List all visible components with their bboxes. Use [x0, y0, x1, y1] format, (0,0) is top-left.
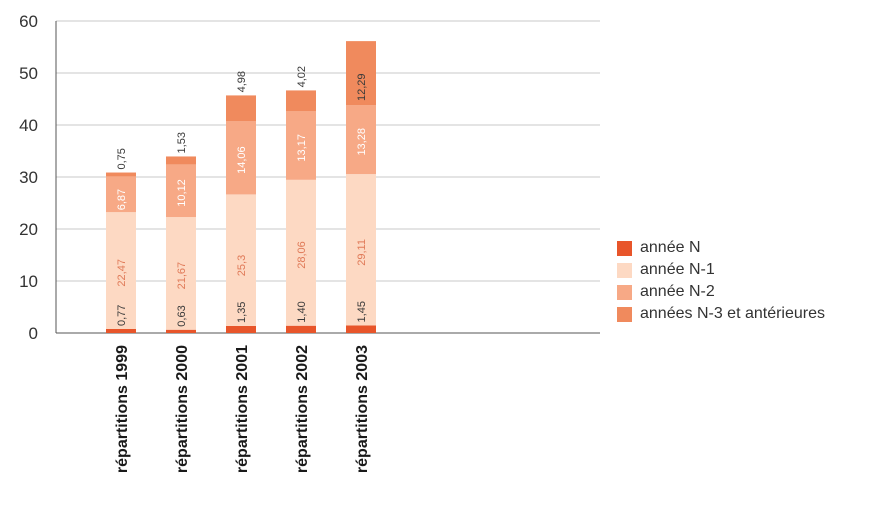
bar-segment: [166, 164, 196, 218]
legend-swatch: [617, 240, 632, 256]
grid-lines: [56, 20, 600, 282]
data-label: 28,06: [296, 241, 308, 269]
x-tick-label: répartitions 2002: [294, 345, 311, 473]
data-label: 22,47: [116, 259, 128, 287]
legend-item: année N-1: [617, 259, 878, 281]
data-label: 10,12: [176, 179, 188, 207]
legend-swatch: [617, 306, 632, 322]
data-label: 25,3: [236, 255, 248, 276]
bar-segment: [346, 41, 376, 106]
data-label: 0,77: [116, 305, 128, 326]
data-label: 0,75: [116, 148, 128, 169]
data-labels: 0,77 22,47 6,87 0,75 0,63 21,67 10,12 1,53 1,35 2…: [116, 66, 368, 327]
legend-label: années N-3 et antérieures: [640, 305, 825, 322]
bar-segment: [286, 90, 316, 112]
x-tick-label: répartitions 1999: [114, 345, 131, 473]
bar-segment: [286, 111, 316, 180]
data-label: 6,87: [116, 189, 128, 210]
bar-segment: [166, 156, 196, 165]
legend-item: année N: [617, 237, 878, 259]
y-axis-ticks: 0 10 20 30 40 50 60: [19, 12, 38, 343]
data-label: 21,67: [176, 262, 188, 290]
y-tick-label: 0: [29, 324, 38, 343]
bar-segment: [106, 212, 136, 329]
y-tick-label: 20: [19, 220, 38, 239]
data-label: 1,40: [296, 301, 308, 322]
bar-segment: [226, 95, 256, 122]
bar-segment: [346, 174, 376, 326]
data-label: 4,02: [296, 66, 308, 87]
y-tick-label: 40: [19, 116, 38, 135]
data-label: 14,06: [236, 146, 248, 174]
data-label: 1,53: [176, 132, 188, 153]
x-tick-label: répartitions 2003: [354, 345, 371, 473]
bar-segment: [346, 105, 376, 175]
y-tick-label: 10: [19, 272, 38, 291]
data-label: 1,45: [356, 301, 368, 322]
y-tick-label: 50: [19, 64, 38, 83]
bar-segment: [346, 325, 376, 333]
bar-segment: [106, 172, 136, 177]
data-label: 12,29: [356, 74, 368, 102]
legend-swatch: [617, 284, 632, 300]
bar-segment: [226, 325, 256, 333]
legend-label: année N: [640, 239, 701, 256]
legend: année N année N-1 année N-2 années N-3 et a…: [617, 237, 878, 325]
x-tick-label: répartitions 2001: [234, 345, 251, 473]
bars: [106, 41, 376, 333]
legend-item: année N-2: [617, 281, 878, 303]
axes: [55, 21, 600, 334]
bar-segment: [166, 217, 196, 330]
y-tick-label: 60: [19, 12, 38, 31]
bar-segment: [226, 194, 256, 326]
data-label: 0,63: [176, 305, 188, 326]
bar-segment: [106, 328, 136, 333]
data-label: 29,11: [356, 239, 368, 266]
bar-segment: [286, 325, 316, 333]
bar-segment: [286, 179, 316, 326]
data-label: 13,17: [296, 134, 308, 162]
y-tick-label: 30: [19, 168, 38, 187]
data-label: 13,28: [356, 128, 368, 156]
legend-item: années N-3 et antérieures: [617, 303, 878, 325]
bar-segment: [106, 176, 136, 213]
x-tick-label: répartitions 2000: [174, 345, 191, 473]
legend-label: année N-2: [640, 283, 715, 300]
bar-segment: [166, 329, 196, 333]
legend-swatch: [617, 262, 632, 278]
x-axis-ticks: répartitions 1999 répartitions 2000 répart…: [114, 345, 371, 473]
legend-label: année N-1: [640, 261, 715, 278]
data-label: 1,35: [236, 302, 248, 323]
bar-segment: [226, 121, 256, 195]
data-label: 4,98: [236, 71, 248, 92]
